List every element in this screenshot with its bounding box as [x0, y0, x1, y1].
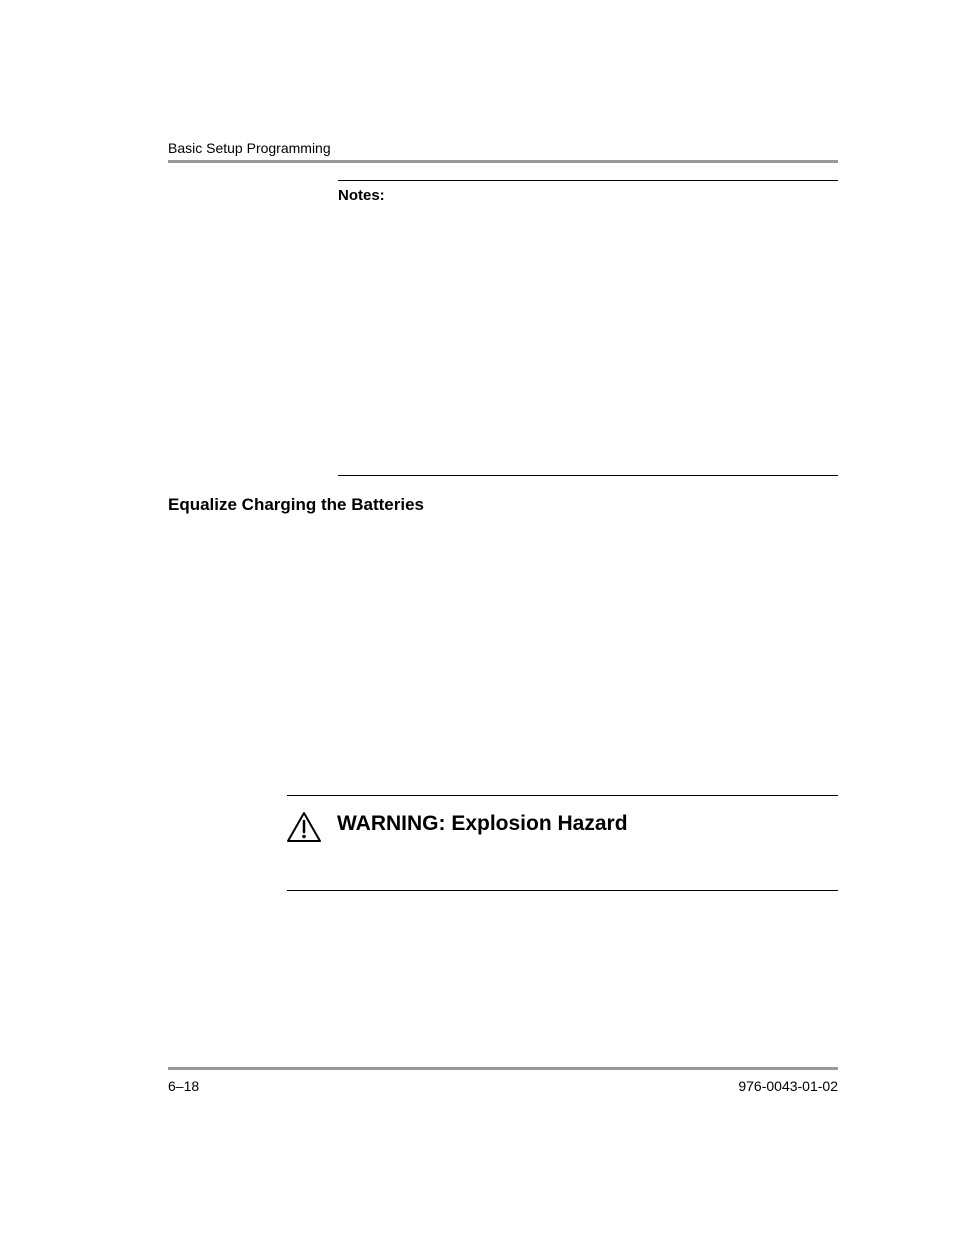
notes-top-rule: [338, 180, 838, 181]
warning-title: WARNING: Explosion Hazard: [337, 812, 628, 836]
running-header-title: Basic Setup Programming: [168, 140, 331, 156]
footer-rule: [168, 1067, 838, 1070]
page: Basic Setup Programming Notes: Equalize …: [0, 0, 954, 1235]
notes-bottom-rule: [338, 475, 838, 476]
warning-top-rule: [287, 795, 838, 796]
warning-triangle-icon: [287, 812, 321, 842]
page-number: 6–18: [168, 1078, 199, 1094]
notes-label: Notes:: [338, 187, 385, 204]
document-number: 976-0043-01-02: [738, 1078, 838, 1094]
header-rule: [168, 160, 838, 163]
section-heading: Equalize Charging the Batteries: [168, 495, 424, 515]
warning-bottom-rule: [287, 890, 838, 891]
